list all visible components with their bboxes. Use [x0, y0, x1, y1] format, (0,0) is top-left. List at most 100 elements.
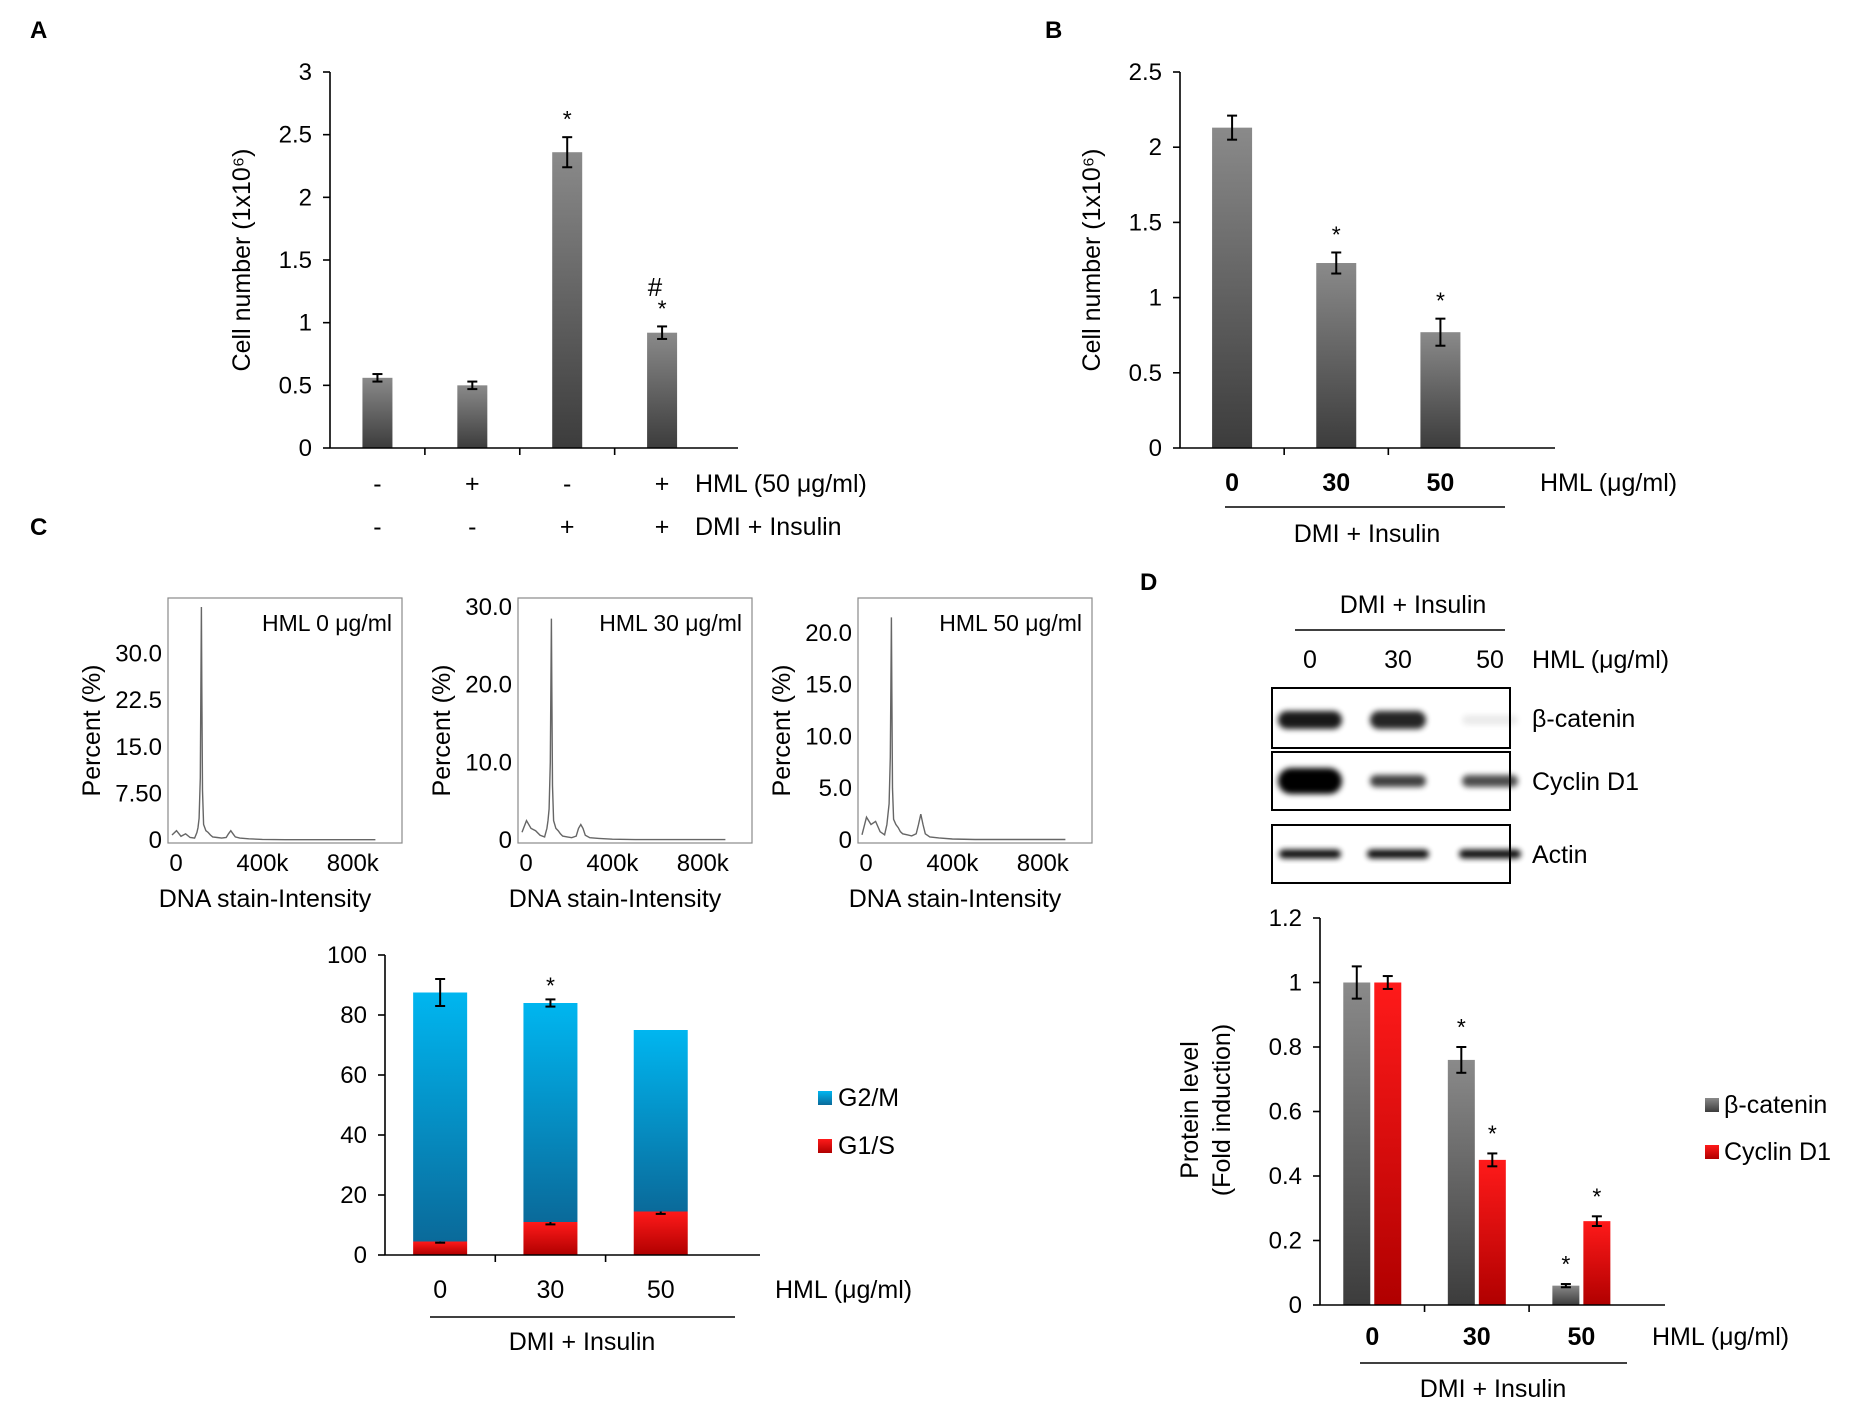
chart-c-bar-g1s: [413, 1241, 468, 1255]
chart-b-ytick-label: 1: [1149, 285, 1162, 312]
blot-lane-labels: 0 30 50: [1303, 646, 1504, 674]
chart-d-significance: *: [1561, 1251, 1570, 1277]
blot-band: [1459, 849, 1521, 859]
histogram-hml-0-ytick-label: 0: [149, 827, 162, 854]
chart-a-ytick-label: 1.5: [279, 247, 312, 274]
chart-b-significance: *: [1332, 221, 1341, 247]
chart-b-bar: [1420, 332, 1461, 448]
histogram-hml-50: 0 5.0 10.0 15.0 20.0 0 400k 800k HML 50 μg/ml DNA…: [768, 597, 1093, 913]
chart-b-ytick-label: 2.5: [1129, 59, 1162, 86]
chart-d-y-label-line2: (Fold induction): [1208, 1024, 1236, 1196]
legend-swatch-cyclin-d1: [1705, 1145, 1719, 1159]
legend-label-g2m: G2/M: [838, 1084, 899, 1112]
chart-a-y-ticks: 0 0.5 1 1.5 2 2.5 3: [279, 59, 330, 462]
histogram-hml-30-xtick-label: 800k: [677, 850, 730, 877]
chart-b-y-label: Cell number (1x10⁶): [1078, 149, 1106, 372]
chart-c-x-label: HML (μg/ml): [775, 1276, 912, 1304]
histogram-hml-30-ytick-label: 20.0: [465, 672, 512, 699]
chart-a-condition-sign: -: [468, 513, 476, 541]
chart-b: 00.511.522.5 ** Cell number (1x10⁶) 0 30 5…: [1078, 59, 1677, 548]
histogram-hml-0-x-label: DNA stain-Intensity: [159, 885, 372, 913]
chart-c-x-ticks: 0 30 50: [433, 1276, 674, 1304]
chart-a-bar: [457, 385, 488, 448]
histogram-hml-30-x-label: DNA stain-Intensity: [509, 885, 722, 913]
chart-a-bar: [552, 152, 583, 449]
chart-b-xtick-label: 30: [1322, 469, 1350, 497]
legend-swatch-beta-catenin: [1705, 1098, 1719, 1112]
chart-d-ytick-label: 0.8: [1269, 1034, 1302, 1061]
chart-d: 0 0.2 0.4 0.6 0.8 1 1.2 * * * * Protein level (Fo…: [1176, 905, 1831, 1403]
chart-b-xtick-label: 0: [1225, 469, 1239, 497]
histogram-hml-0-y-label: Percent (%): [78, 665, 106, 797]
blot-row-label: Actin: [1532, 841, 1588, 869]
blot-band: [1278, 768, 1342, 794]
histogram-hml-30-y-label: Percent (%): [428, 665, 456, 797]
chart-a-ytick-label: 2: [299, 184, 312, 211]
chart-d-ytick-label: 0.4: [1269, 1163, 1302, 1190]
blot-rows: β-catenin Cyclin D1 Actin: [1271, 687, 1639, 884]
chart-d-significance: *: [1457, 1014, 1466, 1040]
chart-a-ytick-label: 2.5: [279, 122, 312, 149]
histogram-hml-0: 0 7.50 15.0 22.5 30.0 0 400k 800k HML 0 μg/ml DNA…: [78, 597, 403, 913]
histogram-hml-50-xtick-label: 800k: [1017, 850, 1070, 877]
chart-c-bar-g2m: [633, 1030, 688, 1212]
chart-d-y-label-line1: Protein level: [1176, 1041, 1204, 1179]
blot-band: [1370, 775, 1426, 787]
histogram-hml-50-ytick-label: 5.0: [819, 775, 852, 802]
histogram-hml-50-ytick-label: 10.0: [805, 723, 852, 750]
panel-letter-a: A: [30, 17, 47, 44]
chart-d-group-label: DMI + Insulin: [1420, 1375, 1567, 1403]
chart-a-condition-sign: +: [655, 470, 670, 498]
chart-c-ytick-label: 100: [327, 942, 367, 969]
chart-d-ytick-label: 1: [1289, 970, 1302, 997]
chart-b-ytick-label: 0: [1149, 435, 1162, 462]
chart-b-x-ticks: 0 30 50: [1225, 469, 1454, 497]
chart-d-ytick-label: 0.6: [1269, 1099, 1302, 1126]
chart-a-condition-label: HML (50 μg/ml): [695, 470, 867, 498]
chart-a-condition-sign: +: [655, 513, 670, 541]
blot-band: [1462, 775, 1518, 787]
chart-d-significance: *: [1592, 1183, 1601, 1209]
chart-c-xtick-label: 0: [433, 1276, 447, 1304]
chart-c-ytick-label: 60: [340, 1062, 367, 1089]
chart-a-condition-sign: -: [373, 513, 381, 541]
blot-lane-label: 30: [1384, 646, 1412, 674]
chart-a-condition-sign: +: [465, 470, 480, 498]
histogram-hml-30-ytick-label: 30.0: [465, 594, 512, 621]
chart-d-bar-cyclin-d1: [1583, 1221, 1611, 1305]
histogram-hml-0-frame: [167, 597, 403, 844]
blot-lane-axis-label: HML (μg/ml): [1532, 646, 1669, 674]
chart-d-bar-beta-catenin: [1552, 1285, 1580, 1305]
chart-c-bars: ***: [413, 972, 688, 1262]
histogram-hml-50-frame: [857, 597, 1093, 844]
histogram-hml-50-xtick-label: 0: [859, 850, 872, 877]
chart-d-xtick-label: 0: [1365, 1323, 1379, 1351]
chart-a-ytick-label: 0: [299, 435, 312, 462]
chart-d-y-ticks: 0 0.2 0.4 0.6 0.8 1 1.2: [1269, 905, 1320, 1319]
chart-a-condition-label: DMI + Insulin: [695, 513, 842, 541]
panel-letter-c: C: [30, 514, 47, 541]
chart-d-bar-cyclin-d1: [1478, 1159, 1506, 1305]
histogram-hml-30-xtick-label: 0: [519, 850, 532, 877]
chart-c-group-label: DMI + Insulin: [509, 1328, 656, 1356]
histogram-hml-30-ytick-label: 10.0: [465, 749, 512, 776]
chart-d-ytick-label: 0: [1289, 1292, 1302, 1319]
histogram-hml-30-ytick-label: 0: [499, 827, 512, 854]
chart-d-xtick-label: 50: [1567, 1323, 1595, 1351]
legend-label-g1s: G1/S: [838, 1132, 895, 1160]
chart-b-ytick-label: 1.5: [1129, 209, 1162, 236]
histogram-hml-0-xtick-label: 0: [169, 850, 182, 877]
blot-band: [1367, 849, 1429, 859]
chart-b-y-ticks: 0 0.5 1 1.5 2 2.5: [1129, 59, 1180, 462]
histogram-hml-50-xtick-label: 400k: [926, 850, 979, 877]
histogram-hml-50-ytick-label: 15.0: [805, 672, 852, 699]
chart-a-condition-sign: -: [563, 470, 571, 498]
legend-swatch-g1s: [818, 1139, 832, 1153]
chart-d-ytick-label: 1.2: [1269, 905, 1302, 932]
chart-a-hash-mark: #: [648, 272, 663, 302]
histogram-hml-0-ytick-label: 7.50: [115, 780, 162, 807]
chart-c-stacked: 0 20 40 60 80 100 *** 0 30 50 HML (μg/ml) DMI +…: [327, 942, 912, 1356]
blot-band: [1370, 711, 1426, 729]
chart-c-y-ticks: 0 20 40 60 80 100: [327, 942, 385, 1269]
chart-d-x-label: HML (μg/ml): [1652, 1323, 1789, 1351]
